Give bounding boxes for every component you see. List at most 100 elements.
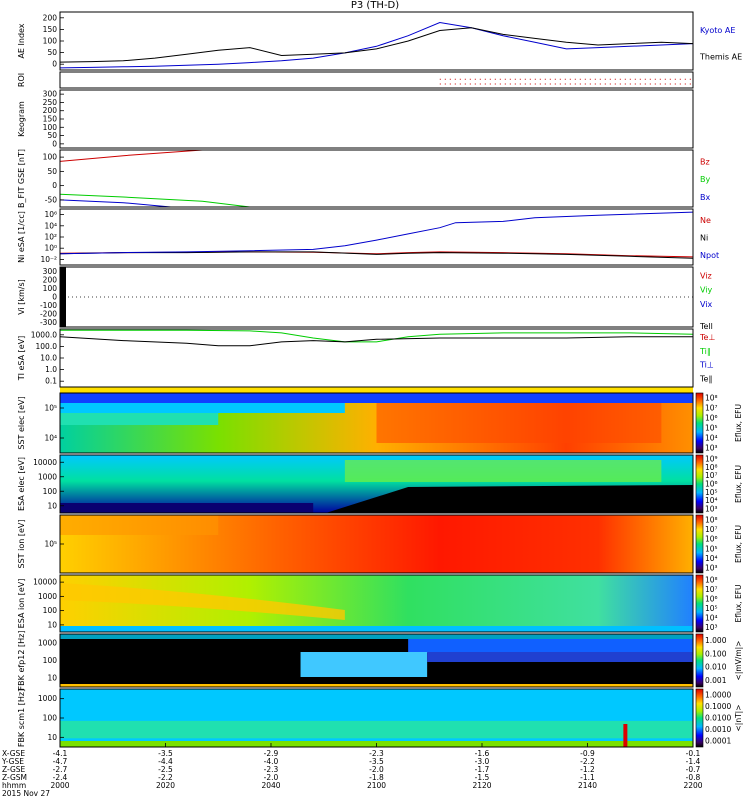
ylabel-esa_e: ESA elec [eV] <box>17 457 26 511</box>
ephem-label-Z-GSE: Z-GSE <box>2 765 26 774</box>
legend-vi-Viz: Viz <box>700 271 712 280</box>
panel-frame-ni <box>59 208 694 266</box>
ytick-label-ae-4: 200 <box>43 13 58 22</box>
ylabel-vi: Vi [km/s] <box>17 279 26 315</box>
legend-ti-Te⊥: Te⊥ <box>699 333 715 342</box>
ytick-label-ti-4: 1000.0 <box>31 330 57 339</box>
cb-tick-esa_e-6: 10⁹ <box>705 455 718 464</box>
cb-tick-fbk_b-3: 0.1000 <box>705 702 731 711</box>
ytick-label-keogram-2: 100 <box>43 123 58 132</box>
sst-ion-upper-band <box>60 515 219 535</box>
ytick-label-vi-4: 100 <box>43 284 58 293</box>
ephem-X-GSE-2: -2.9 <box>264 749 279 758</box>
legend-vi-Vix: Vix <box>700 300 713 309</box>
bfit-series-Bz <box>60 150 203 162</box>
cb-tick-esa_e-5: 10⁸ <box>705 463 718 472</box>
legend-ni-Ni: Ni <box>700 234 708 243</box>
esa-ion-warm-band <box>60 583 345 620</box>
ylabel-ae: AE Index <box>17 23 26 58</box>
ytick-label-esa_i-1: 100 <box>43 606 58 615</box>
ylabel-esa_i: ESA ion [eV] <box>17 579 26 629</box>
ytick-label-fbk_b-1: 100 <box>43 714 58 723</box>
ytick-label-vi-6: 300 <box>43 267 58 276</box>
ephem-hhmm-3: 2100 <box>367 781 386 790</box>
ytick-label-bfit-2: 50 <box>47 167 57 176</box>
ytick-label-ti-1: 1.0 <box>45 365 57 374</box>
cb-tick-sst_i-0: 10³ <box>705 564 718 573</box>
ephem-hhmm-1: 2020 <box>156 781 175 790</box>
ephem-label-X-GSE: X-GSE <box>2 749 25 758</box>
legend-ti-Ti∥: Ti∥ <box>699 347 711 356</box>
ytick-label-esa_i-3: 10000 <box>33 578 57 587</box>
cb-label-fbk_e: <|mV/m|> <box>734 641 743 681</box>
cb-tick-fbk_e-1: 0.010 <box>705 663 727 672</box>
plot-title: P3 (TH-D) <box>350 0 400 11</box>
ylabel-ni: Ni eSA [1/cc] <box>17 211 26 263</box>
cb-tick-esa_e-4: 10⁷ <box>705 471 718 480</box>
legend-ti-Ti⊥: Ti⊥ <box>699 361 714 370</box>
cb-tick-sst_e-0: 10³ <box>705 444 718 453</box>
ylabel-fbk_e: FBK efp12 [Hz] <box>17 631 26 691</box>
cb-tick-esa_e-0: 10³ <box>705 504 718 513</box>
cb-label-sst_e: Eflux, EFU <box>734 404 743 442</box>
ephem-Z-GSM-1: -2.2 <box>158 773 173 782</box>
ytick-label-sst_i-0: 10⁵ <box>44 540 57 549</box>
panel-frame-sst_e <box>59 392 694 454</box>
cb-tick-esa_e-1: 10⁴ <box>705 496 718 505</box>
ephem-X-GSE-6: -0.1 <box>686 749 701 758</box>
ephem-Y-GSE-4: -3.0 <box>475 757 490 766</box>
cb-tick-esa_e-3: 10⁶ <box>705 480 718 489</box>
ephem-Z-GSE-5: -1.2 <box>580 765 595 774</box>
fbk-e-top-band <box>60 634 693 639</box>
legend-bfit-Bx: Bx <box>700 193 710 202</box>
ytick-label-ae-2: 100 <box>43 37 58 46</box>
ytick-label-bfit-1: 0 <box>52 181 57 190</box>
cb-tick-fbk_b-0: 0.0001 <box>705 737 731 746</box>
ephem-Z-GSM-3: -1.8 <box>369 773 384 782</box>
ephem-Z-GSE-0: -2.7 <box>53 765 68 774</box>
legend-ae-Themis AE: Themis AE <box>699 52 742 61</box>
bfit-series-By <box>60 193 250 207</box>
cb-tick-esa_i-4: 10⁷ <box>705 585 718 594</box>
ytick-label-sst_e-0: 10⁴ <box>44 434 57 443</box>
cb-tick-sst_e-1: 10⁴ <box>705 434 718 443</box>
legend-ti-Te∥: Te∥ <box>699 374 712 383</box>
ytick-label-keogram-3: 150 <box>43 115 58 124</box>
ephem-hhmm-4: 2120 <box>472 781 491 790</box>
colorbar-esa_e <box>695 454 704 514</box>
ytick-label-vi-1: -200 <box>40 310 57 319</box>
ephem-label-hhmm: hhmm <box>2 781 26 790</box>
ytick-label-fbk_b-2: 1000 <box>38 694 57 703</box>
colorbar-esa_i <box>695 574 704 633</box>
ni-series-Ni <box>60 251 693 259</box>
ytick-label-keogram-5: 250 <box>43 98 58 107</box>
colorbar-fbk_e <box>695 633 704 688</box>
ytick-label-ae-0: 0 <box>52 60 57 69</box>
ylabel-roi: ROI <box>17 73 26 87</box>
date-label: 2015 Nov 27 <box>2 789 50 798</box>
bfit-series-Bx <box>60 199 171 207</box>
ephem-Z-GSM-4: -1.5 <box>475 773 490 782</box>
cb-tick-sst_i-1: 10⁴ <box>705 554 718 563</box>
ylabel-ti: TI eSA [eV] <box>17 336 26 382</box>
esa-elec-dark-region <box>325 485 693 513</box>
ytick-label-ni-2: 10² <box>44 233 57 242</box>
cb-tick-fbk_b-4: 1.0000 <box>705 690 731 699</box>
esa-elec-low-energy <box>60 503 314 513</box>
cb-tick-esa_i-3: 10⁶ <box>705 594 718 603</box>
ytick-label-bfit-0: -50 <box>45 195 57 204</box>
panel-frame-esa_i <box>59 574 694 633</box>
cb-label-esa_e: Eflux, EFU <box>734 465 743 503</box>
ephem-hhmm-0: 2000 <box>50 781 69 790</box>
sst-elec-band-3 <box>60 413 219 425</box>
fbk-b-spike <box>623 724 628 747</box>
ephem-hhmm-5: 2140 <box>578 781 597 790</box>
legend-bfit-Bz: Bz <box>700 157 710 166</box>
ytick-label-vi-3: 0 <box>52 293 57 302</box>
ephem-hhmm-6: 2200 <box>683 781 702 790</box>
esa-ion-low-band <box>60 626 693 632</box>
sst-elec-low-band <box>60 393 693 403</box>
cb-tick-fbk_e-0: 0.001 <box>705 676 727 685</box>
cb-tick-esa_i-0: 10³ <box>705 623 718 632</box>
